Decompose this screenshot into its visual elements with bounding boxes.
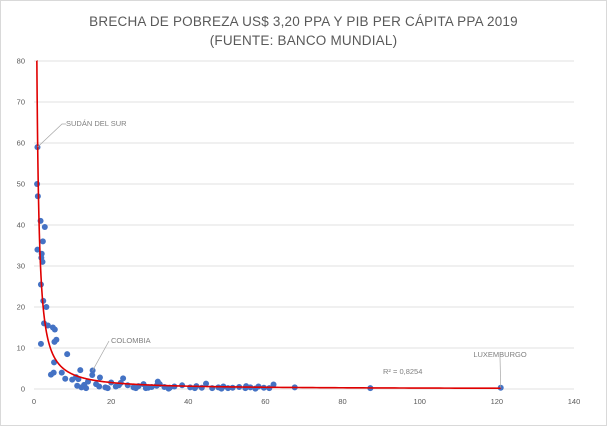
data-point — [83, 385, 90, 392]
data-point — [120, 375, 127, 382]
y-tick-label: 10 — [17, 344, 25, 353]
data-point — [51, 326, 58, 333]
data-point — [41, 224, 48, 231]
y-tick-label: 50 — [17, 180, 25, 189]
x-tick-label: 80 — [338, 397, 346, 406]
data-point — [242, 385, 249, 392]
x-tick-label: 120 — [491, 397, 504, 406]
trendline — [36, 60, 501, 390]
data-point — [37, 340, 44, 347]
data-point — [132, 385, 139, 392]
data-point — [34, 181, 41, 187]
data-point — [64, 351, 71, 358]
chart-subtitle: (FUENTE: BANCO MUNDIAL) — [209, 33, 398, 48]
y-tick-label: 0 — [21, 385, 25, 394]
annotation-leader — [499, 356, 502, 388]
r-squared-label: R² = 0,8254 — [383, 367, 422, 376]
data-point — [43, 304, 50, 310]
x-tick-label: 0 — [32, 397, 36, 406]
data-point — [44, 322, 51, 329]
y-tick-label: 60 — [17, 139, 25, 148]
x-tick-label: 40 — [184, 397, 192, 406]
annotation-leader — [92, 340, 110, 371]
data-point — [74, 382, 81, 389]
data-point — [39, 238, 46, 245]
data-point — [77, 367, 84, 374]
annotation-label: COLOMBIA — [111, 336, 151, 345]
annotation-leader — [37, 123, 66, 148]
y-tick-label: 40 — [17, 221, 25, 230]
y-tick-label: 20 — [17, 303, 25, 312]
data-point — [51, 338, 58, 345]
data-point — [203, 380, 210, 387]
data-point — [34, 246, 41, 253]
annotation-label: SUDÁN DEL SUR — [66, 119, 127, 128]
annotation-label: LUXEMBURGO — [473, 350, 527, 359]
x-tick-label: 100 — [413, 397, 426, 406]
x-tick-label: 20 — [107, 397, 115, 406]
data-point — [89, 372, 96, 379]
x-tick-label: 140 — [568, 397, 581, 406]
y-tick-label: 30 — [17, 262, 25, 271]
data-point — [58, 369, 65, 376]
data-point — [270, 381, 277, 388]
y-tick-label: 70 — [17, 98, 25, 107]
data-point — [229, 384, 236, 391]
data-point — [96, 374, 103, 381]
data-point — [62, 375, 69, 382]
data-point — [104, 385, 111, 392]
data-point — [165, 385, 172, 392]
chart-title: BRECHA DE POBREZA US$ 3,20 PPA Y PIB PER… — [89, 14, 518, 29]
x-tick-label: 60 — [261, 397, 269, 406]
data-point — [96, 383, 103, 390]
data-point — [142, 385, 149, 392]
data-point — [47, 371, 54, 378]
y-tick-label: 80 — [17, 57, 25, 66]
